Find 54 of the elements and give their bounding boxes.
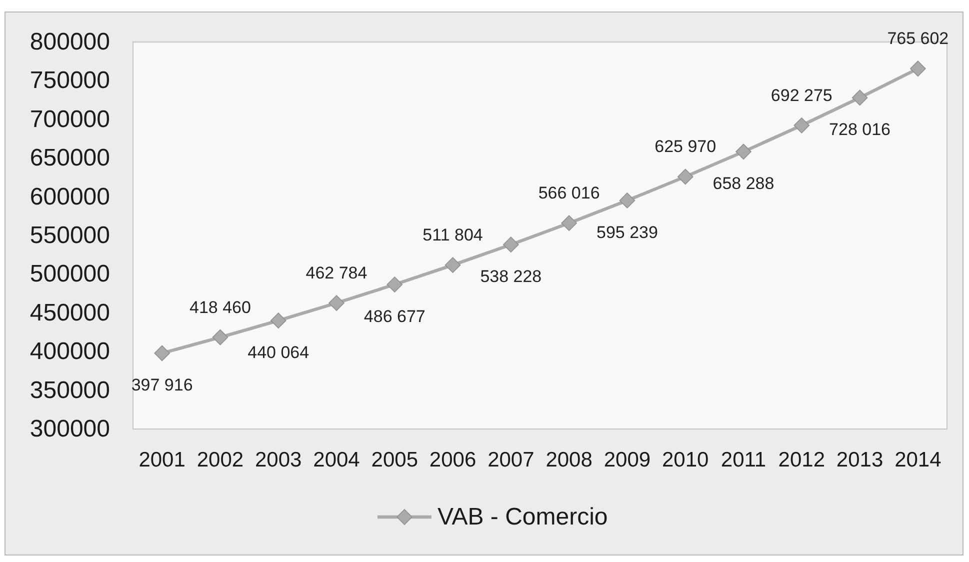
- data-label: 658 288: [712, 174, 774, 194]
- y-tick-label: 350000: [30, 376, 110, 404]
- y-tick-label: 550000: [30, 222, 110, 249]
- data-label: 692 275: [770, 86, 832, 105]
- x-tick-label: 2012: [778, 448, 825, 472]
- y-tick-label: 650000: [30, 144, 110, 172]
- data-label: 511 804: [422, 226, 483, 245]
- y-tick-label: 750000: [30, 67, 110, 94]
- data-label: 538 228: [480, 267, 542, 286]
- x-tick-label: 2003: [255, 448, 302, 472]
- point: [444, 257, 461, 273]
- x-tick-label: 2006: [429, 448, 476, 472]
- x-tick-label: 2013: [836, 448, 884, 472]
- point: [270, 312, 286, 328]
- point: [910, 60, 926, 77]
- point: [154, 345, 170, 362]
- data-label: 625 970: [654, 137, 716, 156]
- point: [503, 236, 519, 253]
- point: [328, 295, 344, 311]
- point: [794, 117, 810, 134]
- x-tick-label: 2008: [546, 448, 592, 472]
- data-label: 595 239: [596, 222, 658, 242]
- data-label: 397 916: [131, 376, 193, 395]
- point: [736, 144, 752, 160]
- data-label: 418 460: [189, 298, 251, 317]
- y-tick-label: 700000: [30, 106, 110, 133]
- point: [619, 192, 636, 208]
- legend-label: VAB - Comercio: [438, 504, 608, 530]
- x-tick-label: 2011: [720, 448, 766, 472]
- y-tick-label: 500000: [30, 260, 110, 288]
- y-tick-label: 450000: [30, 299, 110, 326]
- point: [677, 168, 694, 185]
- data-label: 566 016: [538, 184, 600, 203]
- y-tick-label: 300000: [30, 416, 110, 442]
- point: [386, 276, 403, 292]
- x-tick-label: 2010: [662, 448, 709, 472]
- data-label: 765 602: [887, 29, 949, 48]
- x-tick-label: 2004: [313, 448, 360, 472]
- y-tick-label: 600000: [30, 183, 110, 210]
- data-label: 728 016: [829, 120, 891, 140]
- point: [561, 215, 577, 232]
- data-label: 462 784: [306, 264, 368, 283]
- x-tick-label: 2014: [894, 448, 942, 472]
- x-tick-label: 2005: [371, 448, 418, 472]
- x-tick-label: 2001: [138, 448, 186, 472]
- data-label: 440 064: [248, 343, 310, 362]
- point: [852, 90, 868, 106]
- y-tick-label: 400000: [30, 338, 110, 366]
- x-tick-label: 2002: [196, 448, 244, 472]
- data-label: 486 677: [364, 307, 426, 326]
- y-tick-label: 800000: [30, 28, 110, 56]
- point: [212, 329, 228, 346]
- x-tick-label: 2009: [604, 448, 651, 472]
- x-tick-label: 2007: [488, 448, 534, 472]
